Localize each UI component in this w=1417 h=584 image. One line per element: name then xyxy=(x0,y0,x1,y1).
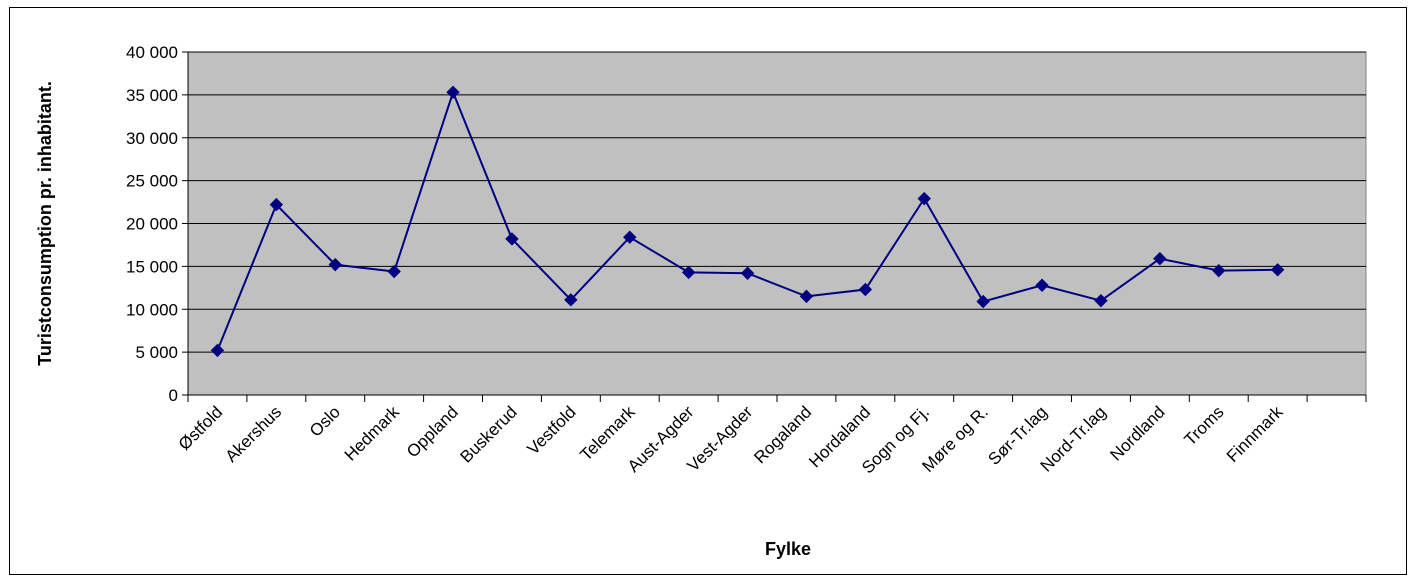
x-tick-label: Nordland xyxy=(1106,402,1168,464)
data-point xyxy=(799,289,814,304)
x-tick-label: Akershus xyxy=(222,402,286,466)
y-axis-title: Turistconsumption pr. inhabitant. xyxy=(35,81,55,366)
data-point xyxy=(210,343,225,358)
data-point xyxy=(917,191,931,206)
data-point xyxy=(1270,263,1285,277)
gridlines xyxy=(188,51,1366,353)
data-point xyxy=(564,293,578,307)
data-point xyxy=(1094,293,1108,308)
y-tick-label: 25 000 xyxy=(126,172,178,191)
x-axis-title: Fylke xyxy=(765,539,811,559)
data-point xyxy=(505,232,519,246)
x-tick-label: Oppland xyxy=(403,402,462,461)
y-tick-label: 10 000 xyxy=(126,300,178,319)
y-tick-label: 5 000 xyxy=(135,343,178,362)
data-point xyxy=(681,265,696,280)
y-tick-label: 15 000 xyxy=(126,257,178,276)
x-tick-label: Troms xyxy=(1181,402,1228,449)
x-tick-label: Østfold xyxy=(175,402,227,454)
y-tick-labels: 0 5 000 10 000 15 000 20 000 25 000 30 000 35 0… xyxy=(126,43,188,405)
data-point xyxy=(858,282,873,297)
data-point xyxy=(1035,278,1049,292)
x-tick-label: Oslo xyxy=(306,402,344,440)
data-point xyxy=(269,197,284,212)
y-tick-label: 20 000 xyxy=(126,215,178,234)
x-tick-label: Finnmark xyxy=(1223,402,1287,466)
y-tick-label: 0 xyxy=(169,386,178,405)
data-point xyxy=(623,230,637,244)
y-tick-label: 35 000 xyxy=(126,86,178,105)
x-tick-label: Vestfold xyxy=(523,402,579,458)
x-tick-label: Buskerud xyxy=(457,402,521,466)
x-tick-label: Telemark xyxy=(576,402,639,465)
data-markers xyxy=(210,85,1285,358)
data-point xyxy=(1153,251,1167,266)
x-tick-label: Hedmark xyxy=(341,402,404,465)
axes xyxy=(187,52,1367,402)
data-point xyxy=(387,264,401,279)
data-point xyxy=(1212,263,1226,278)
data-point xyxy=(446,85,460,100)
data-point xyxy=(328,257,342,272)
y-tick-label: 30 000 xyxy=(126,129,178,148)
y-tick-label: 40 000 xyxy=(126,43,178,62)
data-point xyxy=(976,294,990,309)
data-point xyxy=(740,266,755,280)
